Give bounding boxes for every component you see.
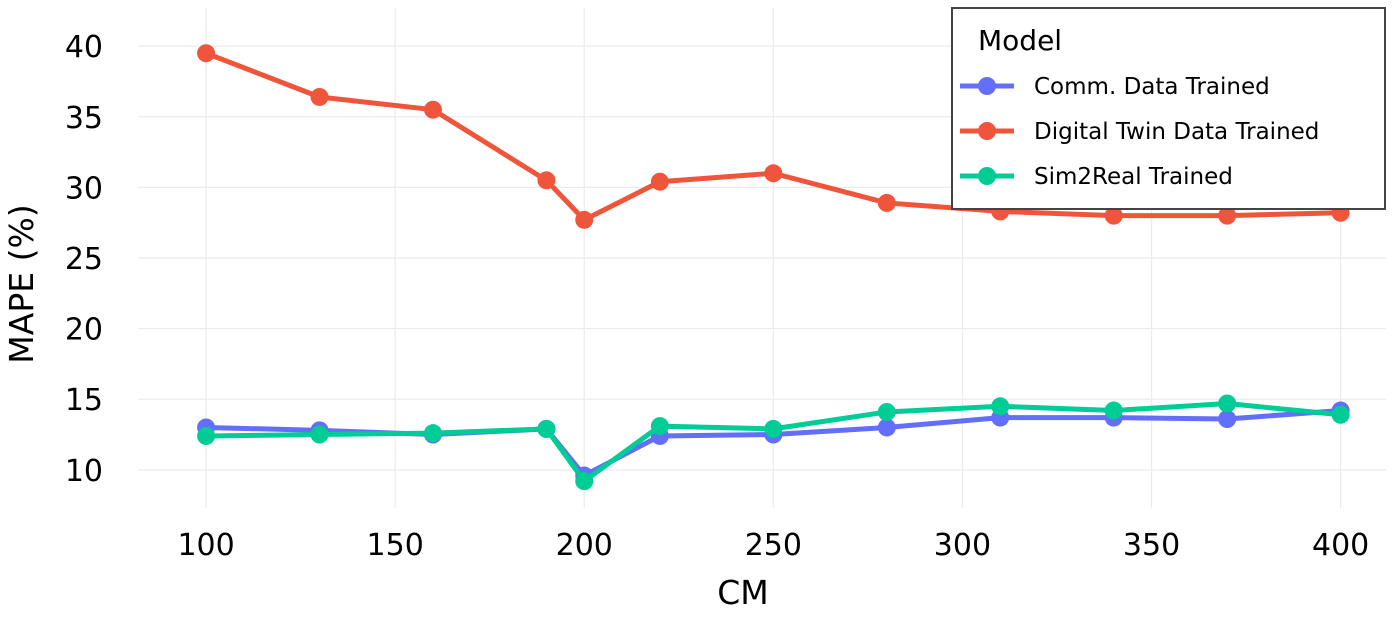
x-axis-title: CM xyxy=(717,573,769,612)
legend-item-sim2real-trained: Sim2Real Trained xyxy=(960,164,1233,190)
legend-swatch-marker xyxy=(978,167,996,185)
legend-box xyxy=(951,7,1386,210)
series-line xyxy=(203,50,1344,223)
data-point xyxy=(764,419,783,438)
data-point xyxy=(1218,394,1237,413)
data-point xyxy=(650,172,669,191)
y-tick-label: 40 xyxy=(65,30,103,65)
y-tick-label: 25 xyxy=(65,242,103,277)
x-tick-label: 300 xyxy=(934,528,991,563)
x-tick-label: 250 xyxy=(745,528,802,563)
data-point xyxy=(1218,206,1237,225)
data-point xyxy=(877,402,896,421)
data-point xyxy=(310,87,329,106)
data-point xyxy=(1331,405,1350,424)
data-point xyxy=(575,210,594,229)
x-tick-label: 150 xyxy=(367,528,424,563)
y-axis-title: MAPE (%) xyxy=(2,204,41,363)
data-point xyxy=(575,472,594,491)
legend-swatch-marker xyxy=(978,77,996,95)
y-tick-label: 20 xyxy=(65,313,103,348)
data-point xyxy=(537,419,556,438)
series-sim2real-trained xyxy=(197,394,1350,491)
legend: Model Comm. Data Trained Digital Twin Dat… xyxy=(951,7,1386,210)
series-line xyxy=(203,400,1344,484)
y-tick-label: 30 xyxy=(65,171,103,206)
x-tick-label: 200 xyxy=(556,528,613,563)
y-tick-label: 35 xyxy=(65,101,103,136)
data-point xyxy=(764,164,783,183)
data-point xyxy=(877,193,896,212)
x-tick-label: 100 xyxy=(177,528,234,563)
data-point xyxy=(877,418,896,437)
data-point xyxy=(310,425,329,444)
legend-item-digital-twin-data-trained: Digital Twin Data Trained xyxy=(960,119,1319,145)
x-tick-label: 400 xyxy=(1312,528,1369,563)
data-point xyxy=(197,44,216,63)
data-point xyxy=(423,100,442,119)
data-point xyxy=(197,426,216,445)
legend-label: Comm. Data Trained xyxy=(1034,74,1270,100)
legend-item-comm-data-trained: Comm. Data Trained xyxy=(960,74,1270,100)
data-point xyxy=(423,424,442,443)
x-tick-label: 350 xyxy=(1123,528,1180,563)
legend-label: Sim2Real Trained xyxy=(1034,164,1233,190)
data-point xyxy=(991,397,1010,416)
legend-swatch-marker xyxy=(978,122,996,140)
data-point xyxy=(1218,410,1237,429)
plot-area xyxy=(197,44,1350,491)
y-tick-label: 15 xyxy=(65,383,103,418)
data-point xyxy=(1104,401,1123,420)
legend-title: Model xyxy=(978,24,1062,57)
data-point xyxy=(1104,206,1123,225)
series-digital-twin-data-trained xyxy=(197,44,1350,229)
y-tick-label: 10 xyxy=(65,454,103,489)
data-point xyxy=(537,171,556,190)
axis-ticks: 100 150 200 250 300 350 400 10 15 20 25 30 35 40 xyxy=(65,30,1369,563)
data-point xyxy=(650,417,669,436)
legend-label: Digital Twin Data Trained xyxy=(1034,119,1319,145)
